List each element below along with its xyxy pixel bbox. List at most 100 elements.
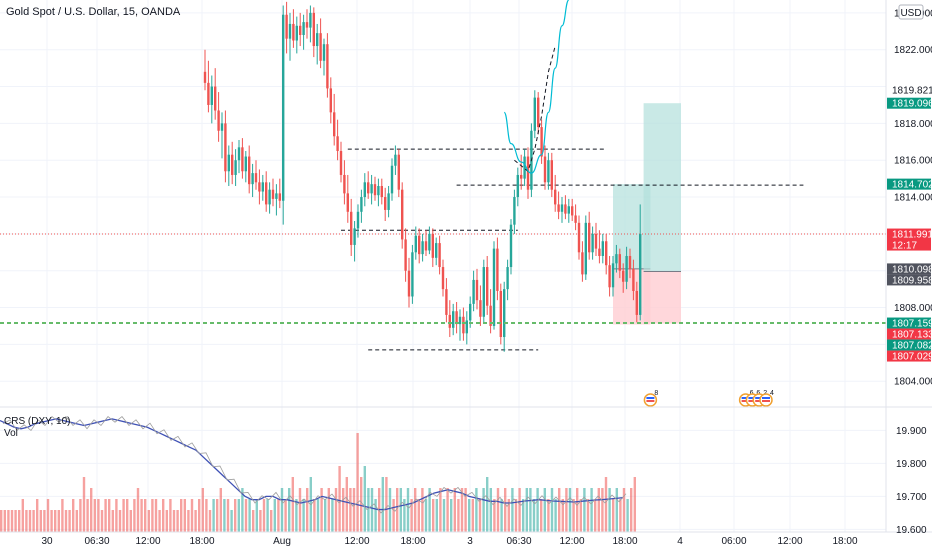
- candle: [428, 226, 431, 255]
- volume-bar: [543, 488, 546, 532]
- volume-bar: [248, 499, 251, 532]
- candle-body: [329, 88, 332, 113]
- volume-bar: [540, 499, 543, 532]
- candle: [455, 302, 458, 334]
- candle-body: [608, 265, 611, 288]
- candle-body: [486, 267, 489, 306]
- volume-bar: [320, 488, 323, 532]
- volume-bar: [187, 510, 190, 532]
- time-tick-label: Aug: [273, 536, 291, 547]
- volume-bar: [399, 488, 402, 532]
- volume-bar: [633, 477, 636, 532]
- candle: [605, 233, 608, 275]
- candle: [217, 92, 220, 142]
- event-flags[interactable]: 86624: [643, 390, 774, 407]
- candle: [506, 259, 509, 301]
- volume-bar: [43, 510, 46, 532]
- candle: [370, 174, 373, 205]
- event-flag[interactable]: 4: [759, 390, 774, 407]
- candle: [411, 244, 414, 304]
- candle-body: [380, 186, 383, 198]
- candle-body: [584, 222, 587, 275]
- candle: [574, 204, 577, 231]
- candle: [367, 171, 370, 199]
- volume-bar: [532, 499, 536, 532]
- candle: [299, 12, 302, 47]
- candle-body: [258, 182, 261, 192]
- candle-body: [322, 44, 326, 61]
- candle-body: [537, 97, 540, 128]
- candle-body: [316, 33, 319, 47]
- currency-label[interactable]: USD: [900, 8, 921, 19]
- volume-bar: [561, 499, 564, 532]
- price-tick-label: 1816.000: [894, 156, 932, 167]
- candle-body: [499, 290, 502, 338]
- flag-stripe: [755, 397, 764, 399]
- candle: [373, 176, 377, 201]
- candle-body: [492, 248, 496, 326]
- volume-bar: [493, 499, 496, 532]
- volume-bar: [388, 488, 392, 532]
- candle: [594, 222, 598, 256]
- candle-body: [618, 254, 621, 271]
- candle: [404, 228, 407, 282]
- indicator-axis[interactable]: 19.600 19.700 19.800 19.900: [896, 426, 927, 536]
- candle: [312, 7, 315, 58]
- price-badge-label: 1814.702: [892, 180, 932, 191]
- volume-bar: [500, 499, 503, 532]
- candle: [384, 187, 387, 221]
- candle: [581, 241, 584, 282]
- candle-body: [560, 204, 564, 212]
- volume-bar: [266, 499, 269, 532]
- candle-body: [414, 235, 417, 253]
- candle: [486, 255, 489, 315]
- volume-bar: [514, 499, 518, 532]
- candle: [448, 300, 451, 338]
- volume-bar: [154, 499, 158, 532]
- candle-body: [475, 279, 479, 301]
- candle-body: [469, 303, 472, 321]
- candle-body: [377, 186, 380, 196]
- candle-body: [421, 241, 424, 255]
- candle: [377, 178, 380, 207]
- volume-bar: [306, 488, 309, 532]
- candle-body: [370, 184, 373, 194]
- candle: [601, 233, 604, 264]
- candle-body: [615, 254, 618, 264]
- price-badge-label: 1819.821: [892, 85, 932, 96]
- candles: [203, 1, 642, 352]
- currency-box[interactable]: [898, 4, 924, 20]
- volume-bar: [525, 488, 528, 532]
- volume-bar: [522, 499, 525, 532]
- volume-bar: [518, 488, 521, 532]
- flag-stripe: [762, 397, 770, 399]
- candle: [543, 145, 547, 190]
- volume-bar: [360, 477, 363, 532]
- candle: [356, 204, 360, 238]
- volume-bar: [68, 510, 71, 532]
- volume-bar: [417, 499, 420, 532]
- volume-bar: [478, 499, 482, 532]
- volume-bar: [446, 488, 449, 532]
- time-tick-label: 06:30: [506, 536, 531, 547]
- candle: [588, 211, 591, 260]
- candle-body: [302, 22, 305, 35]
- time-axis[interactable]: 30 06:30 12:00 18:00 Aug 12:00 18:00 3 06:30 12:0…: [41, 536, 858, 547]
- candle: [489, 289, 492, 334]
- candle: [598, 230, 601, 264]
- candle: [615, 244, 618, 273]
- time-tick-label: 12:00: [777, 536, 802, 547]
- price-badge-label: 1810.098: [892, 264, 932, 275]
- price-badge-label: 1809.958: [892, 275, 932, 286]
- flag-count: 8: [654, 390, 658, 397]
- event-flag[interactable]: 8: [643, 390, 658, 407]
- candle: [414, 226, 417, 260]
- candle-body: [214, 86, 217, 111]
- candle-body: [390, 165, 394, 194]
- candle-body: [622, 270, 625, 282]
- volume-bar: [457, 499, 460, 532]
- time-tick-label: 18:00: [832, 536, 857, 547]
- volume-bar: [118, 510, 122, 532]
- candle-body: [625, 255, 628, 282]
